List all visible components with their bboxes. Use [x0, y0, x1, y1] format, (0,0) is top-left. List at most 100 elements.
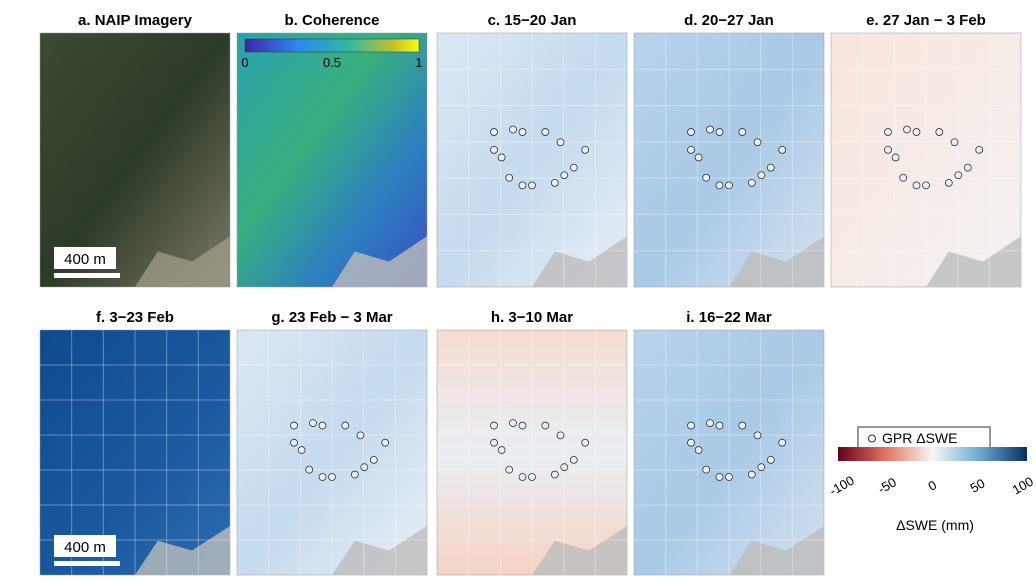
gpr-point: [328, 473, 336, 481]
gpr-point: [687, 421, 695, 430]
gpr-point: [753, 138, 762, 147]
panel-title: g. 23 Feb − 3 Mar: [271, 309, 392, 326]
scale-bar-bg: [54, 535, 116, 557]
gpr-point: [509, 125, 517, 134]
map-image: [830, 32, 1022, 288]
gap-area: [729, 526, 824, 575]
gpr-point: [757, 171, 766, 180]
colorbar-tick-label: 1: [415, 55, 422, 70]
gpr-point: [903, 125, 911, 134]
gpr-point: [581, 438, 590, 447]
panel: g. 23 Feb − 3 Mar: [236, 309, 428, 576]
scale-bar: [54, 273, 120, 278]
gpr-point: [518, 181, 527, 190]
colorbar-tick-label: -100: [827, 473, 857, 499]
map-image: [39, 32, 231, 288]
gpr-point: [884, 128, 892, 136]
gpr-point: [935, 128, 944, 136]
gpr-point: [550, 470, 559, 479]
gpr-point: [350, 470, 359, 479]
gpr-point: [706, 125, 714, 134]
colorbar-tick-label: 0: [925, 477, 939, 494]
gpr-point: [753, 431, 762, 440]
gpr-point: [490, 128, 498, 136]
panel: a. NAIP Imagery 400 m: [39, 12, 231, 288]
gpr-point: [541, 421, 550, 430]
gpr-point: [369, 455, 378, 464]
gpr-point: [778, 438, 787, 447]
gpr-point: [687, 128, 695, 136]
gap-area: [135, 236, 230, 287]
panel-title: e. 27 Jan − 3 Feb: [866, 12, 986, 29]
gpr-point: [702, 173, 711, 182]
gpr-point: [509, 419, 517, 428]
panel-title: d. 20−27 Jan: [684, 12, 774, 29]
gpr-point: [560, 171, 569, 180]
gpr-point: [497, 153, 506, 162]
gpr-point: [694, 153, 703, 162]
gpr-point: [702, 465, 711, 474]
gpr-point: [505, 173, 514, 182]
scale-bar-label: 400 m: [64, 539, 106, 556]
gap-area: [926, 236, 1021, 287]
gpr-point: [715, 421, 724, 430]
gpr-point: [975, 145, 984, 154]
gpr-point: [912, 128, 921, 136]
gpr-point: [757, 463, 766, 472]
gpr-point: [884, 145, 892, 154]
gpr-point: [490, 145, 498, 154]
scale-bar-label: 400 m: [64, 251, 106, 268]
panel: e. 27 Jan − 3 Feb: [830, 12, 1022, 288]
panel: i. 16−22 Mar: [633, 309, 825, 576]
legend-marker: [868, 434, 876, 443]
panel-title: c. 15−20 Jan: [488, 12, 577, 29]
gpr-point: [556, 431, 565, 440]
gpr-point: [490, 421, 498, 430]
colorbar-tick-label: 50: [967, 475, 987, 495]
gpr-point: [381, 438, 390, 447]
gpr-point: [954, 171, 963, 180]
gpr-point: [505, 465, 514, 474]
gpr-point: [341, 421, 350, 430]
colorbar-label: ΔSWE (mm): [896, 517, 974, 533]
gpr-point: [305, 465, 314, 474]
colorbar: [838, 447, 1027, 461]
panel: c. 15−20 Jan: [436, 12, 628, 288]
gpr-point: [356, 431, 365, 440]
gpr-point: [528, 473, 536, 481]
gpr-point: [569, 455, 578, 464]
gpr-point: [518, 473, 527, 481]
gpr-point: [778, 145, 787, 154]
panel-title: f. 3−23 Feb: [96, 309, 174, 326]
gpr-point: [766, 163, 775, 172]
gpr-point: [715, 128, 724, 136]
panel-title: h. 3−10 Mar: [491, 309, 573, 326]
gap-area: [532, 526, 627, 575]
gpr-point: [715, 181, 724, 190]
gpr-point: [725, 473, 733, 481]
panel: h. 3−10 Mar: [436, 309, 628, 576]
gpr-point: [290, 438, 298, 447]
gpr-point: [360, 463, 369, 472]
gpr-point: [725, 181, 733, 190]
gpr-point: [518, 421, 527, 430]
gpr-point: [912, 181, 921, 190]
gpr-point: [922, 181, 930, 190]
panel-title: a. NAIP Imagery: [78, 12, 193, 29]
gpr-point: [550, 178, 559, 187]
gpr-point: [687, 438, 695, 447]
colorbar-tick-label: 0: [241, 55, 248, 70]
coherence-colorbar: [244, 38, 420, 53]
scale-bar: [54, 561, 120, 566]
gpr-point: [950, 138, 959, 147]
gpr-point: [766, 455, 775, 464]
legend-label: GPR ΔSWE: [882, 430, 957, 446]
gpr-point: [569, 163, 578, 172]
gpr-point: [297, 446, 306, 454]
gpr-point: [490, 438, 498, 447]
colorbar-tick-label: 100: [1010, 474, 1036, 498]
colorbar-tick-label: 0.5: [323, 55, 341, 70]
gpr-point: [518, 128, 527, 136]
panel: b. Coherence 0 0.5 1: [236, 12, 428, 288]
gpr-point: [715, 473, 724, 481]
